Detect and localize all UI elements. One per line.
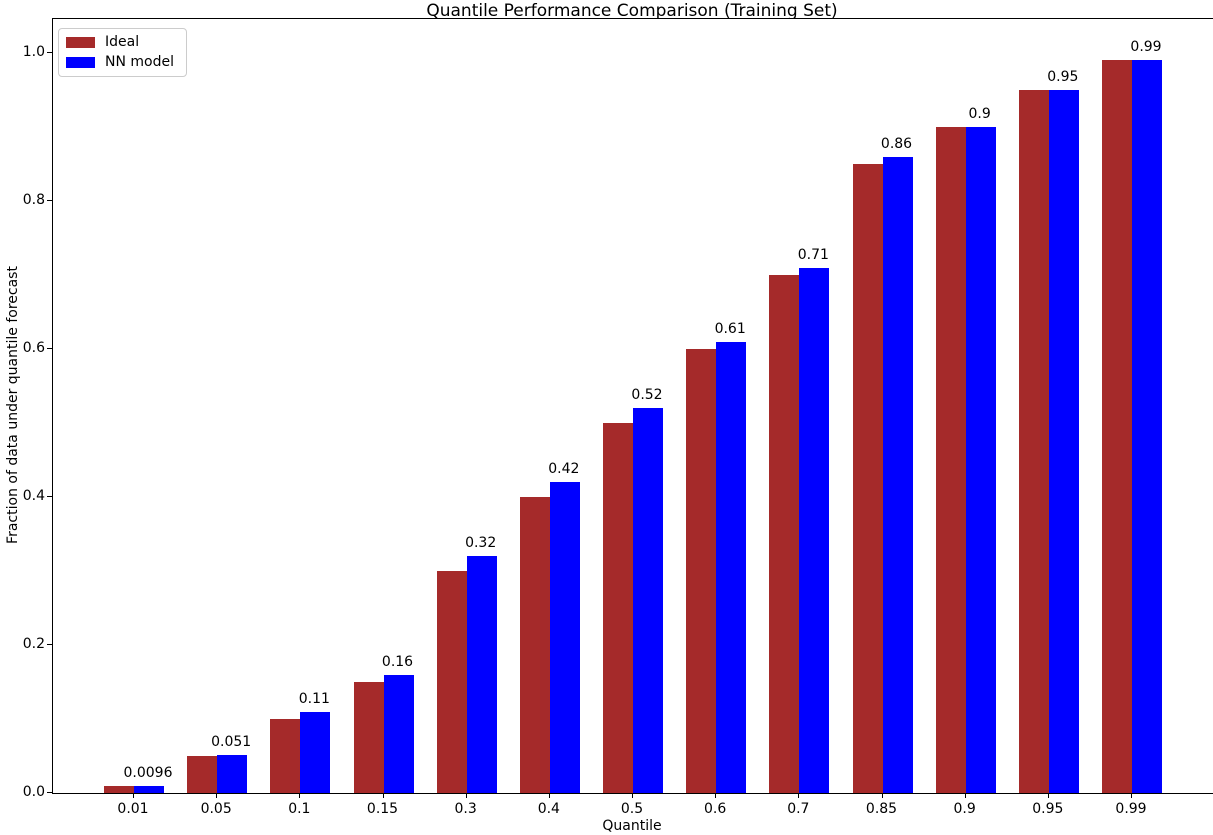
bar-nn-model [300,711,331,793]
x-tick-label: 0.99 [1115,801,1147,817]
x-tick-mark [465,793,467,798]
x-tick-mark [798,793,800,798]
bar-ideal [1102,60,1132,793]
chart-title: Quantile Performance Comparison (Trainin… [426,1,838,21]
x-tick-label: 0.1 [288,801,311,817]
bar-ideal [852,164,883,793]
bar-ideal [935,127,966,793]
y-tick-label: 0.8 [22,192,45,209]
x-tick-label: 0.01 [117,801,149,817]
x-tick-label: 0.6 [704,801,727,817]
y-tick-label: 0.0 [22,784,45,800]
x-tick-label: 0.95 [1032,801,1064,817]
bar-value-label: 0.32 [465,535,497,552]
bar-nn-model [882,156,913,793]
bar-ideal [270,719,301,793]
x-tick-mark [382,793,384,798]
legend-label-ideal: Ideal [105,34,140,50]
x-tick-mark [133,793,134,798]
bar-value-label: 0.9 [968,106,991,123]
bar-value-label: 0.051 [211,734,252,751]
x-tick-mark [715,793,717,798]
x-tick-label: 0.3 [454,801,477,817]
y-tick-mark [47,199,52,201]
bar-ideal [603,423,633,793]
x-tick-mark [548,793,550,798]
y-tick-mark [47,51,52,53]
y-tick-label: 0.2 [22,636,45,652]
bar-ideal [187,756,218,793]
bar-value-label: 0.99 [1130,39,1162,56]
bar-nn-model [549,482,580,793]
x-tick-mark [964,793,966,798]
y-tick-mark [47,791,52,793]
x-tick-label: 0.9 [953,801,976,817]
bar-nn-model [383,674,414,793]
bar-nn-model [1048,90,1079,793]
x-tick-label: 0.05 [200,801,232,817]
legend-label-nn-model: NN model [105,54,174,70]
legend-item-nn-model: NN model [66,55,174,70]
bar-ideal [769,275,800,793]
bar-nn-model [799,267,830,793]
x-tick-mark [1131,793,1132,798]
y-tick-mark [47,643,52,645]
bar-ideal [1018,90,1049,793]
y-tick-label: 0.4 [22,488,45,504]
bar-value-label: 0.86 [880,135,913,152]
x-tick-mark [632,793,633,798]
x-tick-label: 0.4 [537,801,560,817]
bar-value-label: 0.95 [1047,69,1079,86]
x-axis-label: Quantile [602,818,662,834]
x-tick-mark [881,793,883,798]
x-tick-label: 0.5 [620,801,644,817]
x-tick-mark [1047,793,1049,798]
x-tick-mark [216,793,218,798]
bar-nn-model [716,341,747,793]
bar-value-label: 0.71 [797,246,829,263]
bar-ideal [353,682,384,793]
legend: Ideal NN model [58,28,187,77]
legend-swatch-ideal [66,37,95,48]
y-tick-mark [47,495,52,497]
bar-ideal [519,497,550,793]
plot-area [52,18,1213,794]
y-tick-mark [47,347,52,349]
bar-ideal [436,571,467,793]
bar-nn-model [217,755,248,793]
bar-nn-model [1132,60,1162,793]
bar-nn-model [466,556,497,793]
bar-nn-model [965,127,996,793]
bar-value-label: 0.11 [298,690,330,707]
x-tick-mark [299,793,301,798]
bar-value-label: 0.0096 [123,764,173,781]
bar-nn-model [134,785,164,793]
y-tick-label: 0.6 [22,340,45,357]
x-tick-label: 0.7 [787,801,810,817]
bar-value-label: 0.42 [548,461,580,478]
legend-swatch-nn-model [66,57,95,68]
legend-item-ideal: Ideal [66,35,174,50]
bar-value-label: 0.61 [714,320,746,337]
y-tick-label: 1.0 [22,44,45,61]
bar-value-label: 0.16 [381,653,414,670]
bar-nn-model [633,408,663,793]
bar-ideal [686,349,717,793]
x-tick-label: 0.85 [865,801,898,817]
x-tick-label: 0.15 [366,801,399,817]
bar-ideal [104,785,134,793]
bar-value-label: 0.52 [631,387,663,404]
